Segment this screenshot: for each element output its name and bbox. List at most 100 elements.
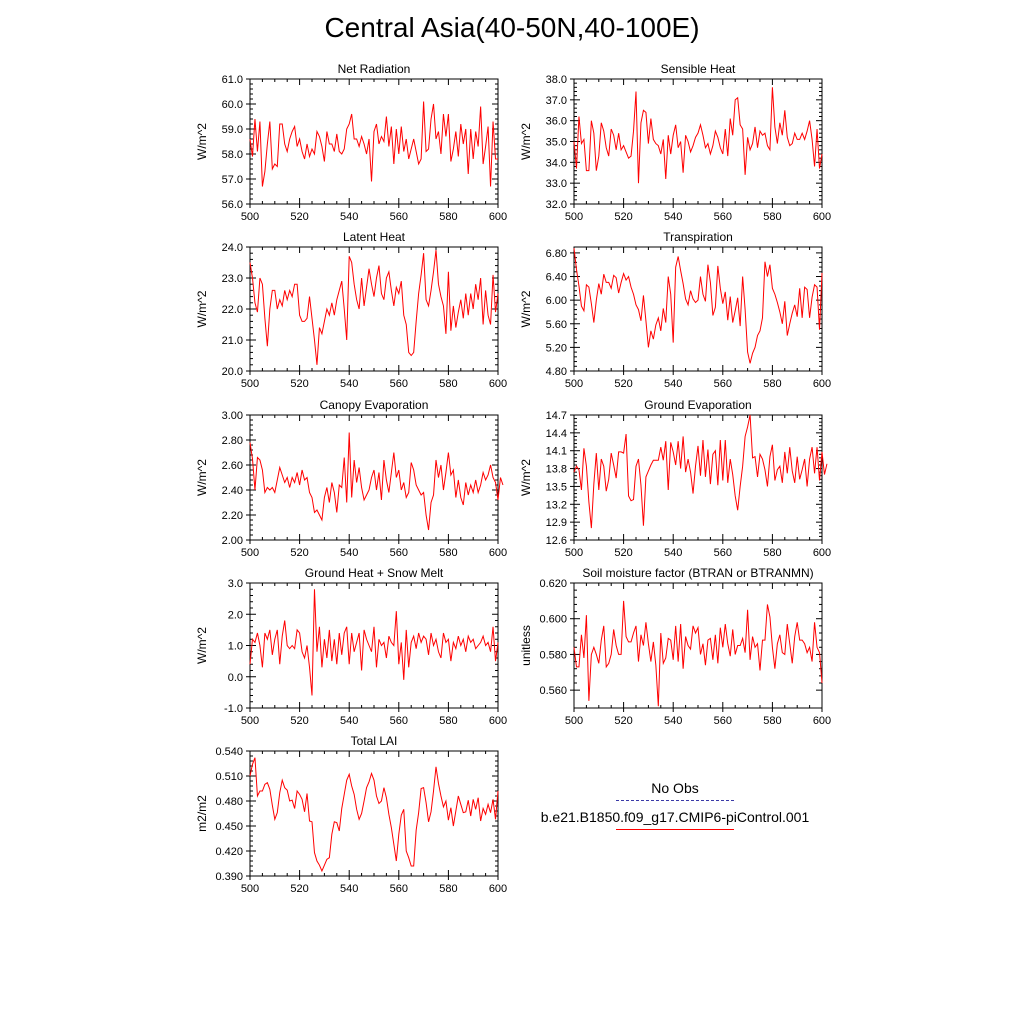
- x-tick-label-canopy-evaporation: 600: [489, 547, 507, 559]
- x-tick-label-transpiration: 600: [813, 378, 831, 390]
- y-tick-label-sensible-heat: 38.0: [546, 74, 567, 86]
- x-tick-label-transpiration: 540: [664, 378, 682, 390]
- figure-title: Central Asia(40-50N,40-100E): [324, 12, 700, 43]
- x-tick-label-net-radiation: 600: [489, 211, 507, 223]
- panel-ground-heat-snow-melt: Ground Heat + Snow Melt W/m^2 500 520 540 560…: [195, 566, 507, 727]
- panel-latent-heat: Latent Heat W/m^2 500 520 540 560 580 600 20.0 21…: [195, 230, 507, 390]
- x-tick-label-canopy-evaporation: 540: [340, 547, 358, 559]
- y-tick-label-ground-evaporation: 13.2: [546, 499, 567, 511]
- x-tick-label-canopy-evaporation: 580: [439, 547, 457, 559]
- plot-frame-sensible-heat: [573, 78, 823, 205]
- y-tick-label-canopy-evaporation: 2.80: [222, 435, 243, 447]
- x-tick-label-sensible-heat: 560: [714, 211, 732, 223]
- x-tick-label-total-lai: 580: [439, 883, 457, 895]
- x-tick-label-total-lai: 540: [340, 883, 358, 895]
- y-axis-label-net-radiation: W/m^2: [195, 123, 209, 160]
- x-tick-label-latent-heat: 580: [439, 378, 457, 390]
- panel-net-radiation: Net Radiation W/m^2 500 520 540 560 580 600 56.0…: [195, 62, 507, 223]
- series-line-sensible-heat: [573, 87, 823, 184]
- y-tick-label-canopy-evaporation: 2.60: [222, 460, 243, 472]
- x-tick-label-transpiration: 580: [763, 378, 781, 390]
- x-tick-label-ground-evaporation: 580: [763, 547, 781, 559]
- y-tick-label-ground-heat-snow-melt: 1.0: [228, 641, 243, 653]
- y-tick-label-ground-evaporation: 14.1: [546, 446, 567, 458]
- y-tick-label-ground-heat-snow-melt: 2.0: [228, 609, 243, 621]
- y-tick-label-latent-heat: 20.0: [222, 366, 243, 378]
- x-tick-label-ground-evaporation: 520: [614, 547, 632, 559]
- y-tick-label-transpiration: 6.00: [546, 295, 567, 307]
- y-tick-label-latent-heat: 22.0: [222, 304, 243, 316]
- x-tick-label-latent-heat: 500: [241, 378, 259, 390]
- x-tick-label-ground-evaporation: 600: [813, 547, 831, 559]
- y-tick-label-soil-moisture-factor-btran-or-btranmn: 0.620: [539, 578, 567, 590]
- legend: No Obs b.e21.B1850.f09_g17.CMIP6-piContr…: [540, 780, 810, 838]
- x-tick-label-latent-heat: 600: [489, 378, 507, 390]
- x-tick-label-soil-moisture-factor-btran-or-btranmn: 560: [714, 715, 732, 727]
- y-tick-label-transpiration: 6.80: [546, 248, 567, 260]
- y-tick-label-ground-heat-snow-melt: 0.0: [228, 672, 243, 684]
- panel-title-soil-moisture-factor-btran-or-btranmn: Soil moisture factor (BTRAN or BTRANMN): [582, 566, 813, 580]
- series-line-latent-heat: [249, 250, 499, 365]
- y-tick-label-transpiration: 5.20: [546, 342, 567, 354]
- series-line-total-lai: [249, 757, 499, 873]
- series-line-canopy-evaporation: [249, 432, 504, 531]
- x-tick-label-ground-evaporation: 500: [565, 547, 583, 559]
- x-tick-label-soil-moisture-factor-btran-or-btranmn: 540: [664, 715, 682, 727]
- plot-frame-latent-heat: [249, 246, 499, 372]
- x-tick-label-latent-heat: 560: [390, 378, 408, 390]
- y-tick-label-latent-heat: 21.0: [222, 335, 243, 347]
- y-tick-label-sensible-heat: 37.0: [546, 95, 567, 107]
- panel-canopy-evaporation: Canopy Evaporation W/m^2 500 520 540 560 580 60…: [195, 398, 507, 559]
- panel-title-transpiration: Transpiration: [663, 230, 733, 244]
- y-tick-label-ground-evaporation: 14.4: [546, 428, 567, 440]
- y-tick-label-ground-heat-snow-melt: 3.0: [228, 578, 243, 590]
- y-axis-label-canopy-evaporation: W/m^2: [195, 459, 209, 496]
- x-tick-label-total-lai: 500: [241, 883, 259, 895]
- x-tick-label-ground-heat-snow-melt: 560: [390, 715, 408, 727]
- x-tick-label-transpiration: 500: [565, 378, 583, 390]
- y-tick-label-ground-evaporation: 14.7: [546, 410, 567, 422]
- legend-line-obs: [616, 800, 734, 801]
- x-tick-label-latent-heat: 520: [290, 378, 308, 390]
- y-tick-label-total-lai: 0.540: [215, 746, 243, 758]
- x-tick-label-ground-heat-snow-melt: 580: [439, 715, 457, 727]
- x-tick-label-soil-moisture-factor-btran-or-btranmn: 520: [614, 715, 632, 727]
- panel-transpiration: Transpiration W/m^2 500 520 540 560 580 600 4.80…: [519, 230, 831, 390]
- y-tick-label-soil-moisture-factor-btran-or-btranmn: 0.600: [539, 614, 567, 626]
- x-tick-label-sensible-heat: 580: [763, 211, 781, 223]
- panel-total-lai: Total LAI m2/m2 500 520 540 560 580 600 0.390 0.4…: [195, 734, 507, 895]
- x-tick-label-ground-heat-snow-melt: 540: [340, 715, 358, 727]
- y-tick-label-transpiration: 5.60: [546, 319, 567, 331]
- y-tick-label-sensible-heat: 36.0: [546, 116, 567, 128]
- x-tick-label-canopy-evaporation: 560: [390, 547, 408, 559]
- x-tick-label-transpiration: 520: [614, 378, 632, 390]
- y-tick-label-canopy-evaporation: 2.00: [222, 535, 243, 547]
- y-axis-label-ground-heat-snow-melt: W/m^2: [195, 627, 209, 664]
- panel-title-net-radiation: Net Radiation: [338, 62, 411, 76]
- y-tick-label-net-radiation: 59.0: [222, 124, 243, 136]
- series-line-ground-heat-snow-melt: [249, 589, 499, 696]
- y-tick-label-canopy-evaporation: 2.40: [222, 485, 243, 497]
- y-tick-label-sensible-heat: 35.0: [546, 137, 567, 149]
- y-tick-label-total-lai: 0.420: [215, 846, 243, 858]
- y-tick-label-net-radiation: 60.0: [222, 99, 243, 111]
- x-tick-label-net-radiation: 580: [439, 211, 457, 223]
- x-tick-label-ground-heat-snow-melt: 520: [290, 715, 308, 727]
- y-tick-label-soil-moisture-factor-btran-or-btranmn: 0.580: [539, 649, 567, 661]
- x-tick-label-sensible-heat: 500: [565, 211, 583, 223]
- y-axis-label-ground-evaporation: W/m^2: [519, 459, 533, 496]
- y-tick-label-total-lai: 0.480: [215, 796, 243, 808]
- series-line-soil-moisture-factor-btran-or-btranmn: [573, 600, 823, 707]
- y-tick-label-latent-heat: 23.0: [222, 273, 243, 285]
- x-tick-label-ground-evaporation: 560: [714, 547, 732, 559]
- y-tick-label-net-radiation: 57.0: [222, 174, 243, 186]
- x-tick-label-net-radiation: 520: [290, 211, 308, 223]
- panel-title-latent-heat: Latent Heat: [343, 230, 406, 244]
- y-axis-label-total-lai: m2/m2: [195, 795, 209, 832]
- panel-title-sensible-heat: Sensible Heat: [661, 62, 736, 76]
- y-tick-label-ground-evaporation: 13.5: [546, 481, 567, 493]
- plot-frame-soil-moisture-factor-btran-or-btranmn: [573, 582, 823, 709]
- x-tick-label-canopy-evaporation: 520: [290, 547, 308, 559]
- legend-label-model: b.e21.B1850.f09_g17.CMIP6-piControl.001: [540, 809, 810, 825]
